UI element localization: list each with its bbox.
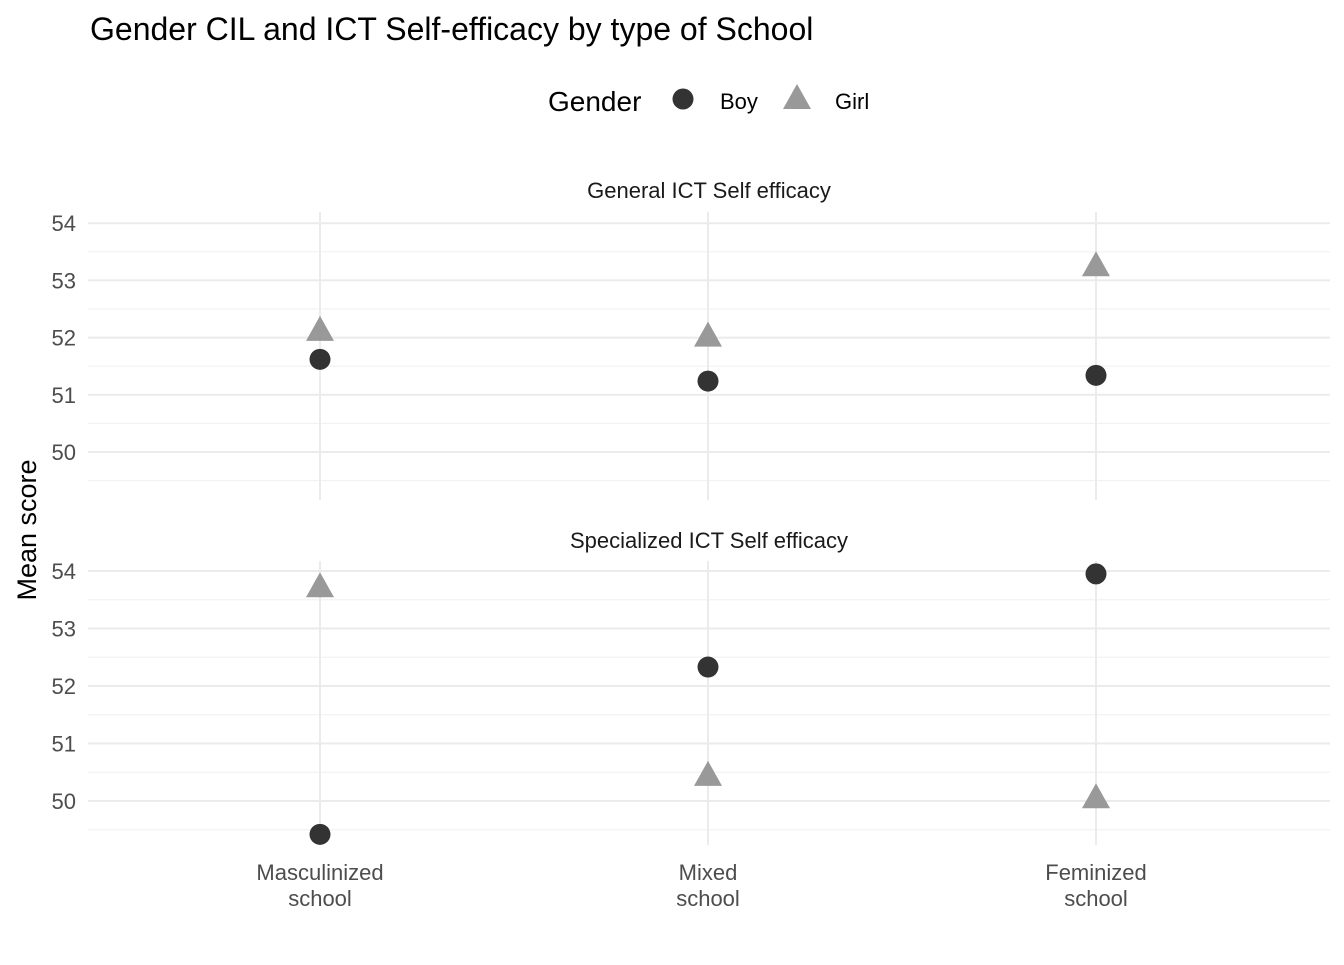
point-girl bbox=[694, 321, 722, 347]
y-tick-label: 53 bbox=[52, 268, 76, 293]
legend-girl-label: Girl bbox=[835, 89, 869, 114]
facet-strip-label: Specialized ICT Self efficacy bbox=[570, 528, 848, 553]
point-girl bbox=[1082, 783, 1110, 809]
chart-title: Gender CIL and ICT Self-efficacy by type… bbox=[90, 11, 813, 47]
y-tick-label: 51 bbox=[52, 732, 76, 757]
point-girl bbox=[306, 315, 334, 341]
y-tick-label: 50 bbox=[52, 789, 76, 814]
y-tick-label: 54 bbox=[52, 559, 76, 584]
point-boy bbox=[1085, 364, 1107, 386]
point-girl bbox=[306, 572, 334, 598]
x-tick-label: Mixed school bbox=[676, 860, 740, 911]
y-tick-label: 53 bbox=[52, 617, 76, 642]
y-tick-label: 50 bbox=[52, 440, 76, 465]
y-tick-label: 51 bbox=[52, 383, 76, 408]
facet-panel-2: 50 51 52 53 54 Specialized ICT Self efficacy bbox=[52, 528, 1330, 845]
facet-strip-label: General ICT Self efficacy bbox=[587, 178, 831, 203]
y-tick-label: 52 bbox=[52, 326, 76, 351]
legend-title: Gender bbox=[548, 86, 641, 117]
x-axis-labels: Masculinized school Mixed school Feminized sc… bbox=[256, 860, 1146, 911]
y-axis-title: Mean score bbox=[12, 459, 42, 600]
legend-boy-marker bbox=[672, 88, 694, 110]
legend: Gender Boy Girl bbox=[548, 84, 869, 117]
y-tick-label: 54 bbox=[52, 211, 76, 236]
point-boy bbox=[1085, 563, 1107, 585]
x-tick-label: Masculinized school bbox=[256, 860, 383, 911]
x-tick-label: Feminized school bbox=[1045, 860, 1146, 911]
point-boy bbox=[309, 348, 331, 370]
point-boy bbox=[697, 656, 719, 678]
point-boy bbox=[309, 823, 331, 845]
point-boy bbox=[697, 370, 719, 392]
y-tick-label: 52 bbox=[52, 674, 76, 699]
legend-girl-marker bbox=[783, 84, 811, 109]
legend-boy-label: Boy bbox=[720, 89, 758, 114]
point-girl bbox=[1082, 251, 1110, 277]
point-girl bbox=[694, 760, 722, 786]
facet-panel-1: 50 51 52 53 54 General ICT Self efficacy bbox=[52, 178, 1330, 500]
